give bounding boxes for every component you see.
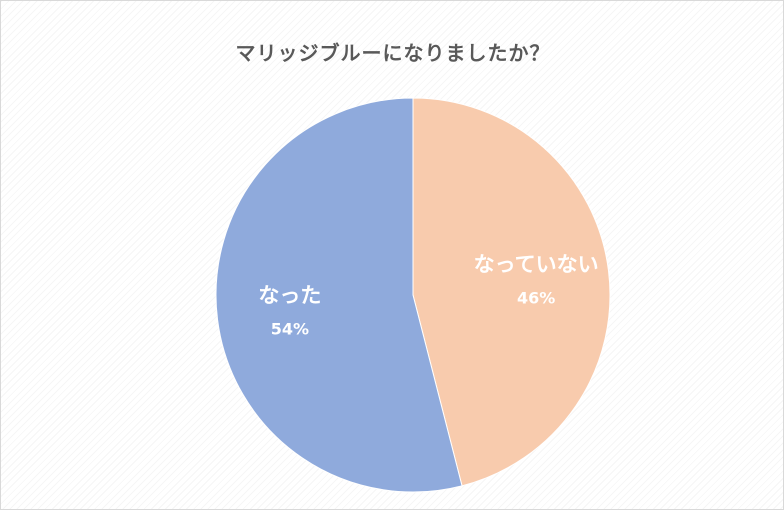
pie-slice-0 [412,97,611,487]
chart-title: マリッジブルーになりましたか？ [235,41,551,65]
slice-category-label-0: なっていない [474,252,599,276]
slice-percent-label-1: 54% [271,320,309,339]
slice-category-label-1: なった [258,284,321,308]
pie-slice-1 [215,97,463,493]
slice-percent-label-0: 46% [517,288,555,307]
